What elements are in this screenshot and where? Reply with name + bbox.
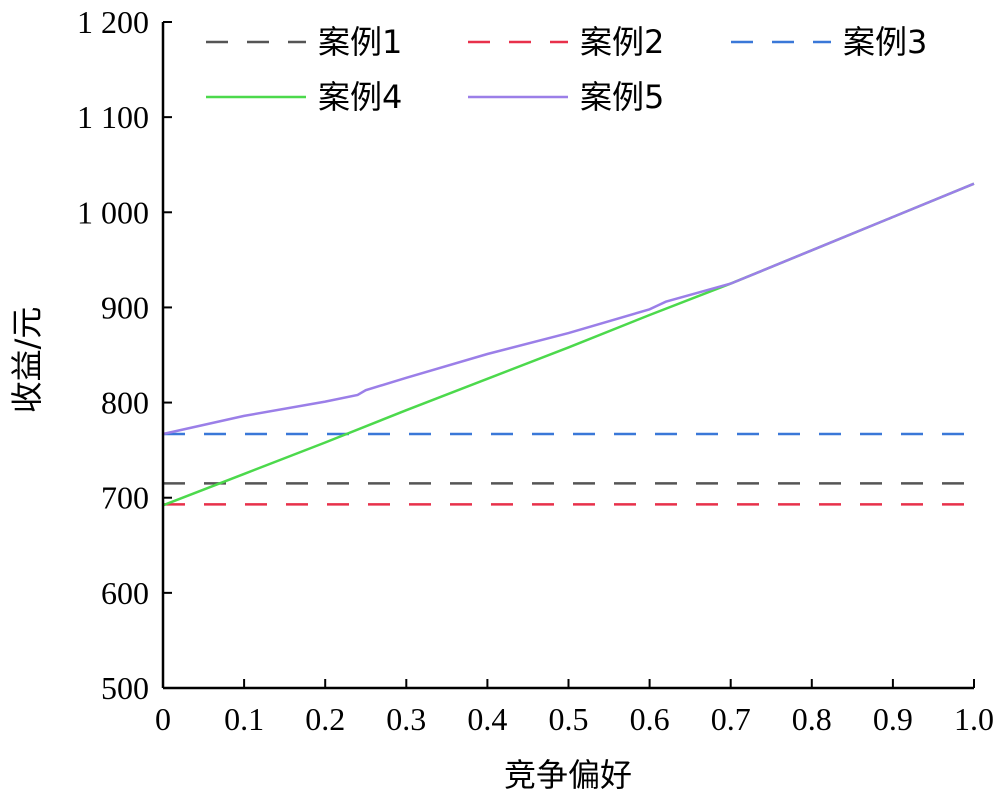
x-tick-label: 0.7 — [711, 701, 751, 737]
y-tick-label: 1 000 — [77, 194, 149, 230]
y-tick-label: 1 200 — [77, 4, 149, 40]
x-tick-label: 0.8 — [792, 701, 832, 737]
x-tick-label: 0.1 — [224, 701, 264, 737]
y-tick-label: 500 — [101, 670, 149, 706]
series-line-4 — [162, 182, 975, 507]
legend-label-3: 案例3 — [843, 23, 927, 61]
y-tick-label: 600 — [101, 575, 149, 611]
legend-label-4: 案例4 — [318, 78, 402, 116]
y-tick-label: 1 100 — [77, 99, 149, 135]
x-tick-label: 0 — [155, 701, 171, 737]
x-tick-label: 1.0 — [954, 701, 994, 737]
x-tick-label: 0.5 — [549, 701, 589, 737]
legend-label-2: 案例2 — [580, 23, 664, 61]
x-axis-label: 竞争偏好 — [504, 756, 632, 794]
x-tick-label: 0.3 — [386, 701, 426, 737]
y-tick-label: 700 — [101, 480, 149, 516]
legend-label-5: 案例5 — [580, 78, 664, 116]
x-tick-label: 0.4 — [467, 701, 507, 737]
x-tick-label: 0.6 — [630, 701, 670, 737]
series-layer — [162, 182, 975, 507]
ticks-layer: 0 0.1 0.2 0.3 0.4 0.5 0.6 0.7 0.8 0.9 1.0 500 600 700… — [77, 4, 994, 737]
axes-layer — [161, 22, 974, 690]
legend-label-1: 案例1 — [318, 23, 402, 61]
x-tick-label: 0.2 — [305, 701, 345, 737]
legend: 案例1 案例2 案例3 案例4 案例5 — [206, 23, 927, 116]
y-tick-label: 900 — [101, 289, 149, 325]
x-tick-label: 0.9 — [873, 701, 913, 737]
y-tick-label: 800 — [101, 385, 149, 421]
y-axis-label: 收益/元 — [8, 307, 46, 414]
series-line-5 — [162, 182, 975, 436]
